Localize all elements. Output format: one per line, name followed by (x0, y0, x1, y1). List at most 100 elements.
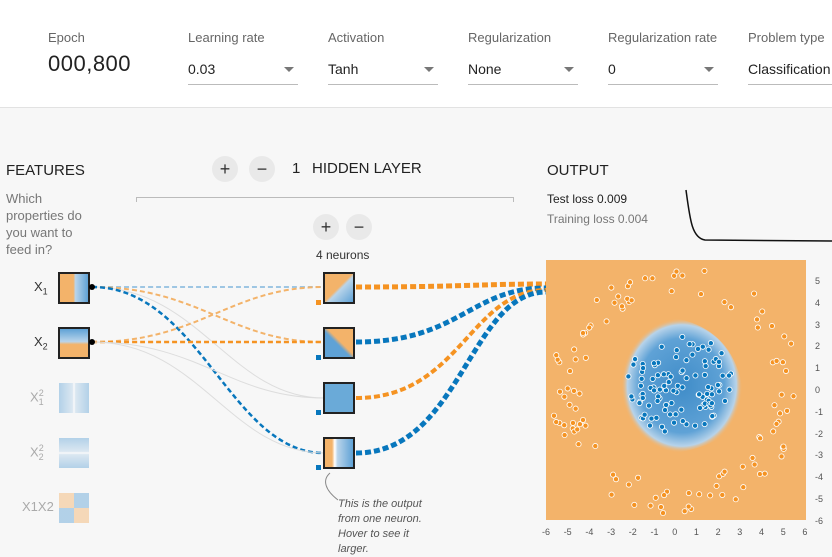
data-point-orange (788, 340, 795, 347)
regularization-rate-select[interactable]: 0 (608, 58, 718, 85)
hidden-neuron-1[interactable] (323, 272, 355, 304)
data-point-orange (572, 356, 579, 363)
data-point-orange (550, 412, 557, 419)
neurons-count-label: 4 neurons (316, 248, 370, 262)
epoch-block: Epoch 000,800 (48, 30, 131, 77)
data-point-orange (575, 441, 582, 448)
data-point-blue (683, 357, 690, 364)
data-point-orange (611, 299, 618, 306)
annotation-line: Hover to see it (338, 528, 409, 540)
data-point-blue (661, 428, 668, 435)
data-point-blue (658, 343, 665, 350)
data-point-orange (780, 443, 787, 450)
learning-rate-label: Learning rate (188, 30, 265, 45)
data-point-blue (671, 419, 678, 426)
data-point-orange (749, 454, 756, 461)
regularization-rate-control: Regularization rate 0 (608, 30, 718, 85)
features-question: Which properties do you want to feed in? (6, 190, 82, 258)
feature-node-x1-squared[interactable] (59, 383, 89, 413)
activation-label: Activation (328, 30, 385, 45)
data-point-orange (778, 391, 785, 398)
feature-label-x2-squared: X22 (30, 443, 44, 462)
data-point-blue (709, 413, 716, 420)
remove-layer-button[interactable]: − (249, 156, 275, 182)
data-point-orange (783, 367, 790, 374)
data-point-blue (702, 363, 709, 370)
data-point-orange (713, 482, 720, 489)
features-question-line: properties do (6, 208, 82, 223)
data-point-orange (707, 492, 714, 499)
data-point-orange (574, 426, 581, 433)
weight-line (91, 286, 325, 343)
output-heatmap[interactable] (546, 260, 806, 520)
learning-rate-value: 0.03 (188, 61, 216, 77)
features-question-line: you want to (6, 225, 73, 240)
hidden-neuron-4[interactable] (323, 437, 355, 469)
data-point-blue (705, 346, 712, 353)
x-tick-label: -5 (563, 527, 572, 537)
y-tick-label: 1 (815, 363, 821, 374)
data-point-orange (567, 368, 574, 375)
learning-rate-select[interactable]: 0.03 (188, 58, 298, 85)
data-point-blue (715, 358, 722, 365)
activation-select[interactable]: Tanh (328, 58, 438, 85)
regularization-label: Regularization (468, 30, 552, 45)
weight-line (91, 341, 325, 454)
data-point-blue (641, 411, 648, 418)
data-point-orange (635, 474, 642, 481)
y-tick-label: -5 (815, 494, 824, 504)
data-point-orange (719, 491, 726, 498)
data-point-blue (696, 391, 703, 398)
hidden-neuron-2[interactable] (323, 327, 355, 359)
data-point-blue (639, 394, 646, 401)
annotation-line: This is the output (338, 498, 422, 510)
data-point-orange (778, 453, 785, 460)
problem-type-control: Problem type Classification (748, 30, 832, 85)
data-point-orange (657, 504, 664, 511)
data-point-orange (721, 468, 728, 475)
data-point-blue (694, 345, 701, 352)
x-tick-label: 0 (672, 527, 678, 537)
remove-neuron-button[interactable]: − (346, 214, 372, 240)
data-point-orange (572, 405, 579, 412)
data-point-orange (561, 422, 568, 429)
add-layer-button[interactable]: + (212, 156, 238, 182)
data-point-blue (645, 402, 652, 409)
data-point-blue (654, 372, 661, 379)
data-point-orange (740, 484, 747, 491)
hidden-neuron-3[interactable] (323, 382, 355, 414)
data-point-blue (662, 407, 669, 414)
data-point-blue (686, 341, 693, 348)
feature-label-x2: X2 (34, 334, 48, 352)
data-point-blue (679, 418, 686, 425)
regularization-control: Regularization None (468, 30, 578, 85)
weight-line (355, 289, 547, 456)
data-point-orange (754, 316, 761, 323)
x-tick-label: 2 (715, 527, 721, 537)
data-point-orange (771, 402, 778, 409)
feature-node-x2-squared[interactable] (59, 438, 89, 468)
features-question-line: feed in? (6, 242, 53, 257)
feature-node-x1x2[interactable] (59, 493, 89, 523)
chevron-down-icon (424, 67, 434, 72)
data-point-blue (650, 360, 657, 367)
data-point-blue (726, 386, 733, 393)
data-point-orange (642, 275, 649, 282)
x-tick-label: -6 (542, 527, 551, 537)
data-point-orange (701, 267, 708, 274)
data-point-orange (608, 491, 615, 498)
data-point-blue (683, 421, 690, 428)
add-neuron-button[interactable]: + (313, 214, 339, 240)
data-point-orange (586, 324, 593, 331)
output-knob[interactable] (89, 339, 95, 345)
data-point-blue (656, 386, 663, 393)
data-point-orange (579, 330, 586, 337)
regularization-select[interactable]: None (468, 58, 578, 85)
x-tick-label: 6 (802, 527, 808, 537)
data-point-orange (582, 354, 589, 361)
data-point-orange (761, 470, 768, 477)
output-knob[interactable] (89, 284, 95, 290)
problem-type-select[interactable]: Classification (748, 58, 832, 85)
data-point-blue (667, 411, 674, 418)
data-point-blue (701, 421, 708, 428)
